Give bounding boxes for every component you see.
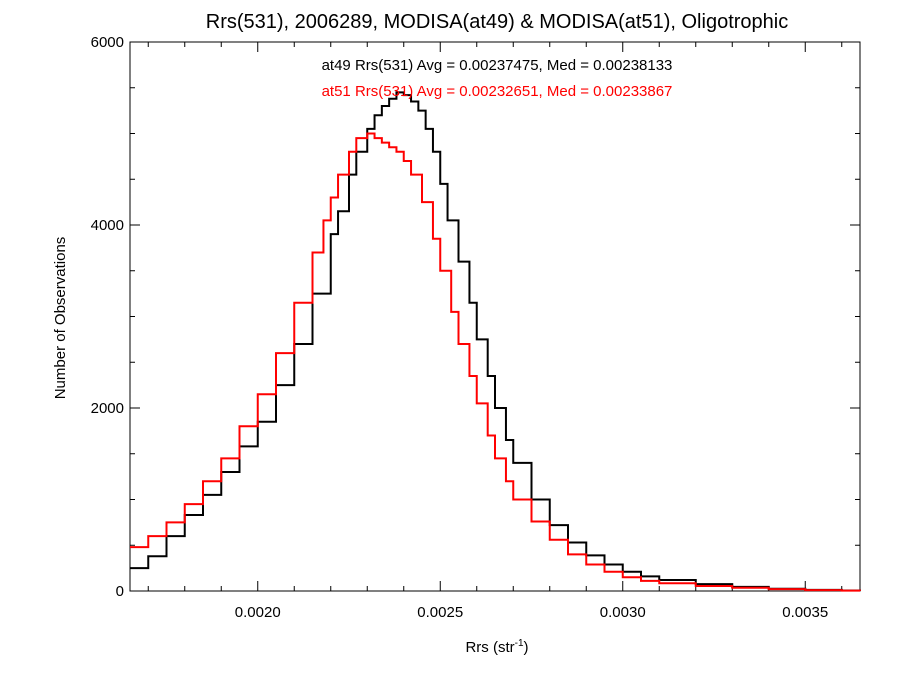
series-line-0 [130, 91, 861, 592]
y-tick-label: 2000 [91, 400, 124, 417]
x-axis-label-suffix: ) [524, 639, 529, 656]
x-tick-label: 0.0030 [600, 604, 646, 621]
annotation-at49: at49 Rrs(531) Avg = 0.00237475, Med = 0.… [322, 57, 673, 74]
x-axis: 0.0020 0.0025 0.0030 0.0035 [147, 42, 843, 621]
x-tick-label: 0.0020 [235, 604, 281, 621]
x-axis-label: Rrs (str-1) [465, 638, 528, 656]
x-tick-label: 0.0035 [782, 604, 828, 621]
x-axis-label-main: Rrs (str [465, 639, 514, 656]
y-tick-label: 6000 [91, 34, 124, 51]
plot-lines [130, 91, 861, 592]
plot-frame [129, 41, 861, 592]
y-tick-label: 0 [116, 583, 124, 600]
x-tick-label: 0.0025 [417, 604, 463, 621]
y-axis-label: Number of Observations [52, 237, 69, 400]
chart-title: Rrs(531), 2006289, MODISA(at49) & MODISA… [206, 11, 788, 33]
y-tick-label: 4000 [91, 217, 124, 234]
y-axis: 0 2000 4000 6000 [91, 34, 860, 600]
annotation-at51: at51 Rrs(531) Avg = 0.00232651, Med = 0.… [322, 83, 673, 100]
series-line-1 [130, 132, 861, 592]
x-axis-label-superscript: -1 [515, 638, 524, 649]
